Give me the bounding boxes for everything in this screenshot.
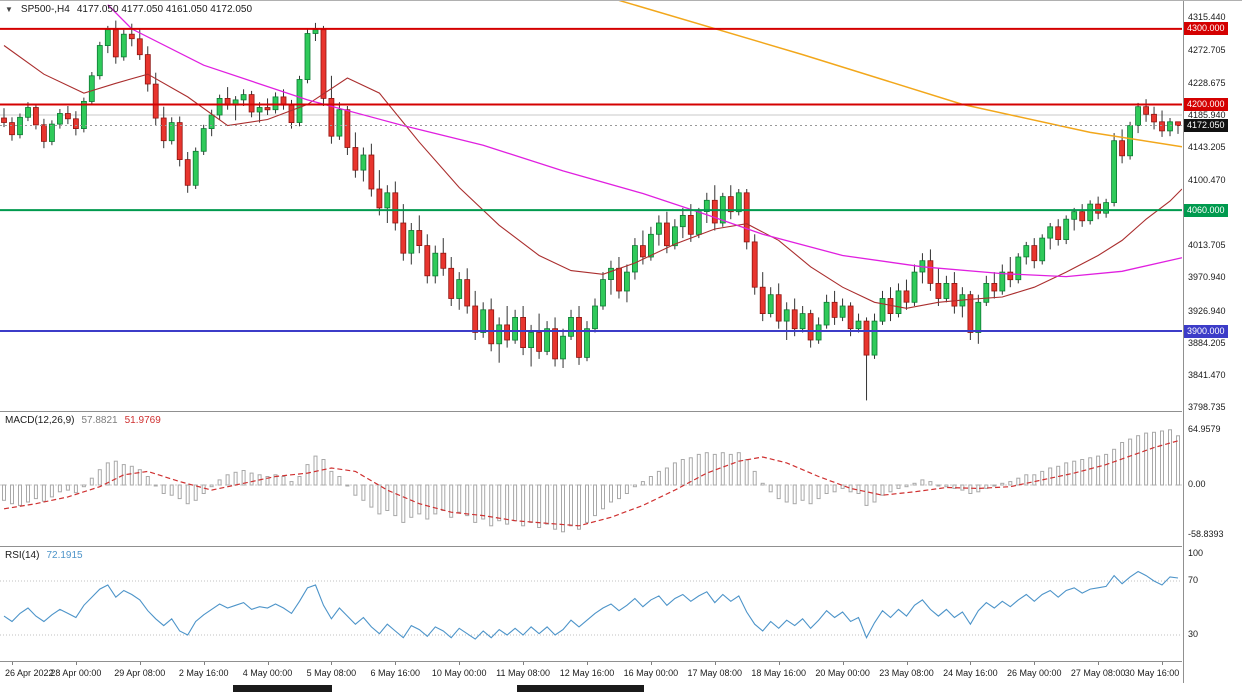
- macd-readout: MACD(12,26,9) 57.8821 51.9769: [5, 415, 161, 426]
- time-tick: [778, 662, 780, 665]
- time-axis-label: 6 May 16:00: [370, 668, 421, 678]
- axis-label: 4272.705: [1188, 44, 1226, 55]
- time-axis-label: 5 May 08:00: [306, 668, 357, 678]
- price-tag: 3900.000: [1184, 324, 1228, 338]
- time-tick: [587, 662, 588, 665]
- time-axis-label: 18 May 16:00: [751, 668, 806, 678]
- bottom-artifact: [233, 685, 332, 692]
- time-tick: [395, 662, 397, 665]
- time-tick: [459, 662, 461, 665]
- axis-label: 4100.470: [1188, 174, 1226, 185]
- time-tick: [331, 662, 333, 665]
- time-tick: [842, 662, 844, 665]
- time-tick: [1162, 662, 1163, 665]
- symbol-dropdown-icon[interactable]: ▼: [5, 5, 13, 14]
- macd-chart[interactable]: [0, 412, 1182, 546]
- rsi-readout: RSI(14) 72.1915: [5, 550, 83, 561]
- time-axis-label: 24 May 16:00: [943, 668, 998, 678]
- macd-name-label: MACD(12,26,9): [5, 415, 75, 426]
- time-axis-label: 2 May 16:00: [178, 668, 229, 678]
- time-axis-label: 12 May 16:00: [559, 668, 615, 678]
- time-tick: [267, 662, 269, 665]
- time-axis-label: 11 May 08:00: [496, 668, 551, 678]
- bottom-edge: [0, 683, 1242, 692]
- axis-label: 4315.440: [1188, 12, 1226, 23]
- price-axis[interactable]: 4315.440 4272.705 4228.675 4185.940 4143.205…: [1183, 1, 1242, 683]
- axis-label: 4185.940: [1188, 110, 1226, 121]
- axis-label: 3798.735: [1188, 402, 1226, 413]
- time-tick: [906, 662, 908, 665]
- time-tick: [203, 662, 205, 665]
- ohlc-values: 4177.050 4177.050 4161.050 4172.050: [76, 4, 253, 15]
- time-tick: [523, 662, 525, 665]
- axis-label: -58.8393: [1188, 529, 1224, 539]
- time-axis-label: 27 May 08:00: [1070, 668, 1126, 678]
- time-axis-label: 26 May 00:00: [1007, 668, 1062, 678]
- rsi-value: 72.1915: [46, 550, 83, 561]
- time-axis-label: 16 May 00:00: [623, 668, 679, 678]
- time-axis-label: 20 May 00:00: [815, 668, 870, 678]
- macd-value: 57.8821: [81, 415, 118, 426]
- time-axis-label: 29 Apr 08:00: [114, 668, 166, 678]
- axis-label: 70: [1188, 575, 1199, 585]
- axis-label: 0.00: [1188, 479, 1206, 489]
- rsi-chart[interactable]: [0, 547, 1182, 661]
- time-axis-label: 28 Apr 00:00: [50, 668, 102, 678]
- axis-label: 4013.705: [1188, 240, 1226, 251]
- rsi-name-label: RSI(14): [5, 550, 40, 561]
- time-tick: [714, 662, 716, 665]
- axis-label: 3841.470: [1188, 370, 1226, 381]
- time-axis-label: 26 Apr 2022: [5, 668, 54, 678]
- time-tick: [650, 662, 652, 665]
- bottom-artifact: [517, 685, 644, 692]
- time-tick: [970, 662, 972, 665]
- axis-label: 100: [1188, 548, 1204, 558]
- symbol-ohlc-readout: ▼ SP500-,H4 4177.050 4177.050 4161.050 4…: [5, 4, 252, 15]
- time-tick: [1034, 662, 1036, 665]
- time-axis-label: 30 May 16:00: [1124, 668, 1180, 678]
- axis-label: 3970.940: [1188, 272, 1226, 283]
- time-axis[interactable]: 26 Apr 2022 28 Apr 00:00 29 Apr 08:00 2 May…: [0, 661, 1182, 683]
- price-tag: 4172.050: [1184, 119, 1228, 132]
- axis-label: 4143.205: [1188, 142, 1226, 153]
- price-tag: 4200.000: [1184, 97, 1228, 111]
- axis-label: 3884.205: [1188, 337, 1226, 348]
- macd-indicator-panel[interactable]: MACD(12,26,9) 57.8821 51.9769: [0, 411, 1182, 546]
- time-axis-label: 17 May 08:00: [687, 668, 743, 678]
- axis-label: 30: [1188, 629, 1199, 639]
- axis-label: 4228.675: [1188, 77, 1226, 88]
- price-chart-panel[interactable]: ▼ SP500-,H4 4177.050 4177.050 4161.050 4…: [0, 1, 1182, 411]
- time-axis-label: 23 May 08:00: [879, 668, 934, 678]
- time-axis-label: 10 May 00:00: [431, 668, 487, 678]
- symbol-period-label: SP500-,H4: [20, 4, 70, 15]
- time-tick: [12, 662, 13, 665]
- time-axis-label: 4 May 00:00: [242, 668, 293, 678]
- time-tick: [1098, 662, 1100, 665]
- price-tag: 4060.000: [1184, 203, 1228, 217]
- price-tag: 4300.000: [1184, 22, 1228, 36]
- macd-signal-value: 51.9769: [124, 415, 161, 426]
- rsi-indicator-panel[interactable]: RSI(14) 72.1915: [0, 546, 1182, 661]
- time-tick: [139, 662, 141, 665]
- axis-label: 3926.940: [1188, 305, 1226, 316]
- time-tick: [75, 662, 77, 665]
- candlestick-chart[interactable]: [0, 1, 1182, 411]
- axis-label: 64.9579: [1188, 423, 1221, 434]
